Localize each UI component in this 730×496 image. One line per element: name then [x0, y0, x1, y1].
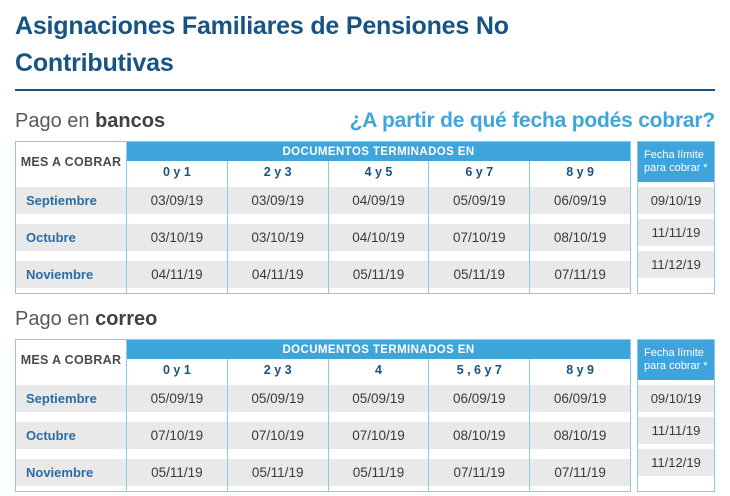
table-row: Noviembre 05/11/19 05/11/19 05/11/19 07/… — [16, 454, 630, 491]
correo-table: MES A COBRAR DOCUMENTOS TERMINADOS EN 0 … — [15, 339, 631, 492]
date-cell: 03/09/19 — [126, 182, 227, 219]
doc-column-header: 6 y 7 — [428, 161, 529, 182]
date-cell: 07/11/19 — [428, 454, 530, 491]
date-cell: 06/09/19 — [428, 380, 530, 417]
section-pago-correo: Pago en correo MES A COBRAR DOCUMENTOS T… — [15, 308, 715, 492]
correo-deadline-column: Fecha límite para cobrar * 09/10/19 11/1… — [637, 339, 715, 492]
page-title: Asignaciones Familiares de Pensiones No … — [15, 12, 509, 77]
deadline-cell: 09/10/19 — [638, 187, 714, 214]
deadline-cell: 11/11/19 — [638, 219, 714, 246]
heading-prefix: Pago en — [15, 308, 96, 330]
month-cell: Noviembre — [16, 454, 126, 491]
title-underline — [15, 89, 715, 91]
month-cell: Octubre — [16, 219, 126, 256]
date-cell: 05/11/19 — [226, 454, 328, 491]
table-row: Octubre 07/10/19 07/10/19 07/10/19 08/10… — [16, 417, 630, 454]
documents-header-band: DOCUMENTOS TERMINADOS EN — [126, 340, 630, 359]
deadline-cell: 11/12/19 — [638, 251, 714, 278]
section-bancos-heading: Pago en bancos — [15, 110, 165, 133]
date-cell: 08/10/19 — [529, 219, 630, 256]
date-cell: 07/10/19 — [327, 417, 429, 454]
doc-column-header: 2 y 3 — [226, 359, 328, 380]
table-row: Octubre 03/10/19 03/10/19 04/10/19 07/10… — [16, 219, 630, 256]
date-cell: 05/11/19 — [126, 454, 227, 491]
table-row: Septiembre 05/09/19 05/09/19 05/09/19 06… — [16, 380, 630, 417]
doc-column-header: 8 y 9 — [529, 161, 630, 182]
table-row: Septiembre 03/09/19 03/09/19 04/09/19 05… — [16, 182, 630, 219]
deadline-cell: 11/11/19 — [638, 417, 714, 444]
date-cell: 06/09/19 — [529, 380, 630, 417]
correo-tables: MES A COBRAR DOCUMENTOS TERMINADOS EN 0 … — [15, 339, 715, 492]
date-cell: 05/11/19 — [428, 256, 530, 293]
doc-column-header: 2 y 3 — [226, 161, 328, 182]
deadline-cell: 11/12/19 — [638, 449, 714, 476]
bancos-table: MES A COBRAR DOCUMENTOS TERMINADOS EN 0 … — [15, 141, 631, 294]
date-cell: 08/10/19 — [428, 417, 530, 454]
doc-column-header: 4 y 5 — [327, 161, 429, 182]
date-cell: 07/11/19 — [529, 454, 630, 491]
bancos-table-header: MES A COBRAR DOCUMENTOS TERMINADOS EN 0 … — [16, 142, 630, 182]
doc-column-header: 0 y 1 — [126, 161, 227, 182]
date-cell: 08/10/19 — [529, 417, 630, 454]
date-cell: 07/10/19 — [226, 417, 328, 454]
date-cell: 07/11/19 — [529, 256, 630, 293]
date-cell: 04/10/19 — [327, 219, 429, 256]
section-correo-header-row: Pago en correo — [15, 308, 715, 331]
month-cell: Octubre — [16, 417, 126, 454]
bancos-tables: MES A COBRAR DOCUMENTOS TERMINADOS EN 0 … — [15, 141, 715, 294]
heading-prefix: Pago en — [15, 110, 96, 132]
section-correo-heading: Pago en correo — [15, 308, 157, 331]
correo-table-header: MES A COBRAR DOCUMENTOS TERMINADOS EN 0 … — [16, 340, 630, 380]
date-cell: 07/10/19 — [428, 219, 530, 256]
date-cell: 04/09/19 — [327, 182, 429, 219]
date-cell: 03/10/19 — [126, 219, 227, 256]
bancos-deadline-column: Fecha límite para cobrar * 09/10/19 11/1… — [637, 141, 715, 294]
date-cell: 05/11/19 — [327, 454, 429, 491]
month-column-header: MES A COBRAR — [20, 155, 122, 169]
month-cell: Noviembre — [16, 256, 126, 293]
doc-column-header: 0 y 1 — [126, 359, 227, 380]
date-cell: 05/09/19 — [126, 380, 227, 417]
date-cell: 07/10/19 — [126, 417, 227, 454]
doc-column-header: 5 , 6 y 7 — [428, 359, 529, 380]
date-cell: 05/09/19 — [327, 380, 429, 417]
date-cell: 04/11/19 — [126, 256, 227, 293]
date-cell: 05/09/19 — [226, 380, 328, 417]
section-bancos-header-row: Pago en bancos ¿A partir de qué fecha po… — [15, 109, 715, 133]
date-cell: 06/09/19 — [529, 182, 630, 219]
date-cell: 03/09/19 — [226, 182, 328, 219]
doc-column-header: 4 — [327, 359, 429, 380]
date-cell: 03/10/19 — [226, 219, 328, 256]
heading-bold: bancos — [95, 110, 166, 132]
documents-header-band: DOCUMENTOS TERMINADOS EN — [126, 142, 630, 161]
date-cell: 05/11/19 — [327, 256, 429, 293]
deadline-cell: 09/10/19 — [638, 385, 714, 412]
month-cell: Septiembre — [16, 380, 126, 417]
heading-bold: correo — [95, 308, 158, 330]
month-column-header: MES A COBRAR — [20, 353, 122, 367]
table-row: Noviembre 04/11/19 04/11/19 05/11/19 05/… — [16, 256, 630, 293]
doc-column-header: 8 y 9 — [529, 359, 630, 380]
deadline-column-header: Fecha límite para cobrar * — [638, 340, 714, 380]
deadline-column-header: Fecha límite para cobrar * — [638, 142, 714, 182]
question-text: ¿A partir de qué fecha podés cobrar? — [349, 109, 716, 132]
date-cell: 05/09/19 — [428, 182, 530, 219]
date-cell: 04/11/19 — [226, 256, 328, 293]
month-cell: Septiembre — [16, 182, 126, 219]
section-pago-bancos: Pago en bancos ¿A partir de qué fecha po… — [15, 109, 715, 294]
